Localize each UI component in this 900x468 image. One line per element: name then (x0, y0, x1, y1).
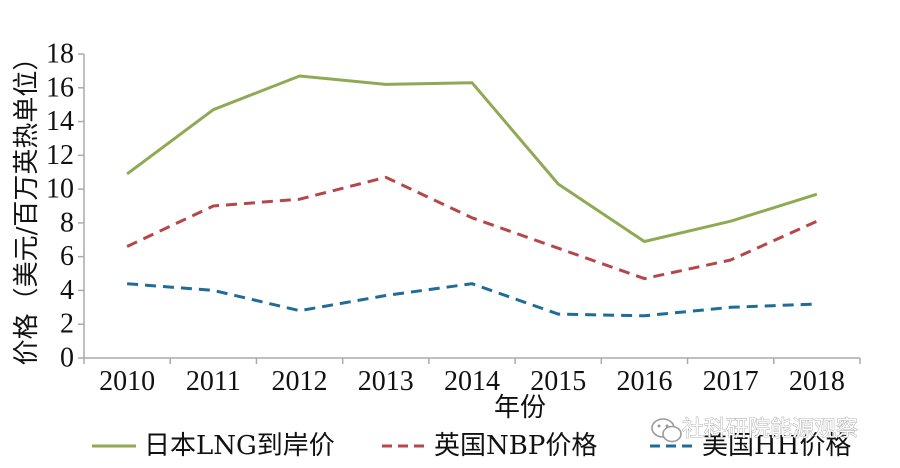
series-lines (126, 74, 818, 318)
y-axis-title: 价格（美元/百万英热单位） (12, 45, 42, 366)
x-tick-label: 2018 (789, 366, 845, 397)
x-tick-label: 2011 (186, 366, 241, 397)
legend: 日本LNG到岸价 英国NBP价格 美国HH价格 (92, 431, 851, 461)
y-tick-label: 0 (60, 343, 74, 374)
legend-label-2: 英国NBP价格 (434, 431, 597, 461)
series-line-2 (126, 175, 818, 281)
x-tick-label: 2013 (358, 366, 414, 397)
x-tick-label: 2014 (444, 366, 500, 397)
series-line-3 (126, 282, 817, 318)
y-tick-label: 6 (60, 241, 74, 272)
series-line-1 (126, 74, 818, 243)
y-tick-label: 12 (46, 140, 74, 171)
x-tick-label: 2015 (530, 366, 586, 397)
y-tick-label: 8 (60, 207, 74, 238)
legend-label-3: 美国HH价格 (702, 431, 851, 461)
legend-label-1: 日本LNG到岸价 (144, 431, 335, 461)
x-axis-ticks: 2010 2011 2012 2013 2014 2015 2016 2017 2018 (83, 358, 861, 397)
x-tick-label: 2016 (616, 366, 672, 397)
y-tick-label: 16 (46, 72, 74, 103)
x-tick-label: 2010 (99, 366, 155, 397)
watermark-text: 社科研院能源观察 (682, 417, 858, 442)
watermark: 社科研院能源观察 (651, 417, 858, 443)
y-tick-label: 2 (60, 309, 74, 340)
x-tick-label: 2017 (703, 366, 759, 397)
y-tick-label: 4 (60, 275, 74, 306)
y-tick-label: 14 (46, 106, 74, 137)
y-tick-label: 18 (46, 39, 74, 70)
wechat-icon (651, 418, 682, 443)
x-axis-title: 年份 (494, 393, 546, 423)
x-tick-label: 2012 (272, 366, 328, 397)
y-tick-label: 10 (46, 174, 74, 205)
